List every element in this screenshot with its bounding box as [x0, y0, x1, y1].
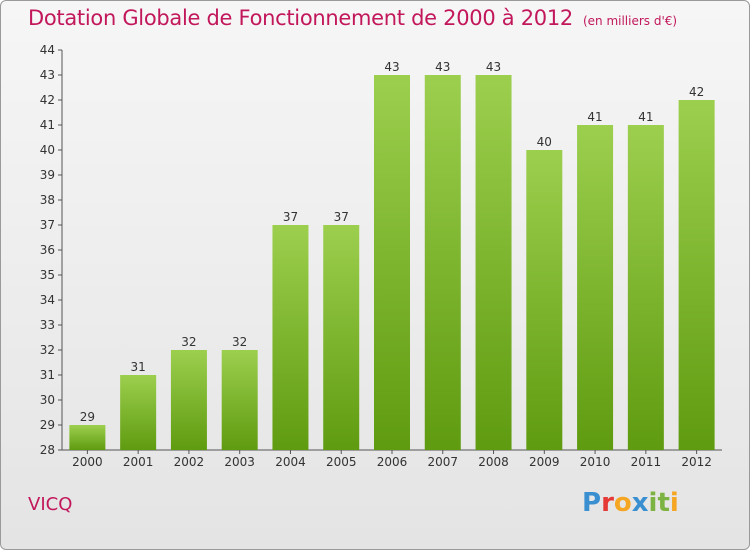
- y-tick-label: 38: [40, 193, 55, 207]
- x-tick-label: 2008: [478, 455, 509, 469]
- x-tick-label: 2007: [427, 455, 458, 469]
- x-tick-label: 2006: [377, 455, 408, 469]
- bar: [120, 375, 157, 450]
- x-tick-label: 2012: [681, 455, 712, 469]
- x-tick-label: 2004: [275, 455, 306, 469]
- logo-letter: x: [631, 488, 649, 518]
- y-tick-label: 32: [40, 343, 55, 357]
- logo-letter: r: [601, 488, 614, 518]
- bar-value-label: 29: [80, 410, 95, 424]
- proxiti-logo: Proxiti: [582, 488, 679, 518]
- bar-value-label: 31: [131, 360, 146, 374]
- chart-unit: (en milliers d'€): [582, 14, 678, 28]
- x-tick-label: 2005: [326, 455, 357, 469]
- x-tick-label: 2000: [72, 455, 103, 469]
- bar: [678, 100, 715, 450]
- y-tick-label: 30: [40, 393, 55, 407]
- y-tick-label: 34: [40, 293, 55, 307]
- bar-value-label: 32: [181, 335, 196, 349]
- bar-value-label: 42: [689, 85, 704, 99]
- x-tick-label: 2010: [580, 455, 611, 469]
- bar-value-label: 43: [486, 60, 501, 74]
- y-tick-label: 39: [40, 168, 55, 182]
- y-tick-label: 31: [40, 368, 55, 382]
- bar-value-label: 32: [232, 335, 247, 349]
- bar-value-label: 37: [334, 210, 349, 224]
- y-tick-label: 29: [40, 418, 55, 432]
- bar: [170, 350, 207, 450]
- y-tick-label: 41: [40, 118, 55, 132]
- x-tick-label: 2003: [224, 455, 255, 469]
- y-tick-label: 36: [40, 243, 55, 257]
- bar: [272, 225, 309, 450]
- x-tick-label: 2011: [631, 455, 662, 469]
- logo-letter: P: [582, 488, 602, 518]
- logo-letter: t: [657, 488, 670, 518]
- logo-letter: i: [648, 488, 658, 518]
- bar: [221, 350, 258, 450]
- y-tick-label: 43: [40, 68, 55, 82]
- bar-value-label: 41: [638, 110, 653, 124]
- x-tick-label: 2001: [123, 455, 154, 469]
- bar: [69, 425, 106, 450]
- logo-letter: i: [669, 488, 679, 518]
- bar-value-label: 37: [283, 210, 298, 224]
- bar-value-label: 40: [537, 135, 552, 149]
- data-labels: 29 31 32 32 37 37 43 43 43 40 41 41 42: [80, 60, 705, 424]
- chart-title: Dotation Globale de Fonctionnement de 20…: [28, 6, 677, 30]
- bars: [69, 75, 715, 450]
- bar: [627, 125, 664, 450]
- y-tick-label: 42: [40, 93, 55, 107]
- bar: [323, 225, 360, 450]
- logo-letter: o: [613, 488, 632, 518]
- bar: [475, 75, 512, 450]
- y-tick-label: 44: [40, 43, 55, 57]
- y-tick-label: 40: [40, 143, 55, 157]
- bar-value-label: 43: [435, 60, 450, 74]
- y-tick-label: 37: [40, 218, 55, 232]
- bar: [374, 75, 410, 450]
- chart-title-text: Dotation Globale de Fonctionnement de 20…: [28, 6, 573, 30]
- bar: [424, 75, 461, 450]
- bar: [526, 150, 563, 450]
- y-tick-label: 33: [40, 318, 55, 332]
- bar-value-label: 41: [587, 110, 602, 124]
- y-tick-label: 28: [40, 443, 55, 457]
- x-tick-label: 2002: [174, 455, 205, 469]
- commune-name: VICQ: [28, 494, 73, 515]
- x-tick-label: 2009: [529, 455, 560, 469]
- bar: [577, 125, 614, 450]
- y-tick-label: 35: [40, 268, 55, 282]
- bar-value-label: 43: [384, 60, 399, 74]
